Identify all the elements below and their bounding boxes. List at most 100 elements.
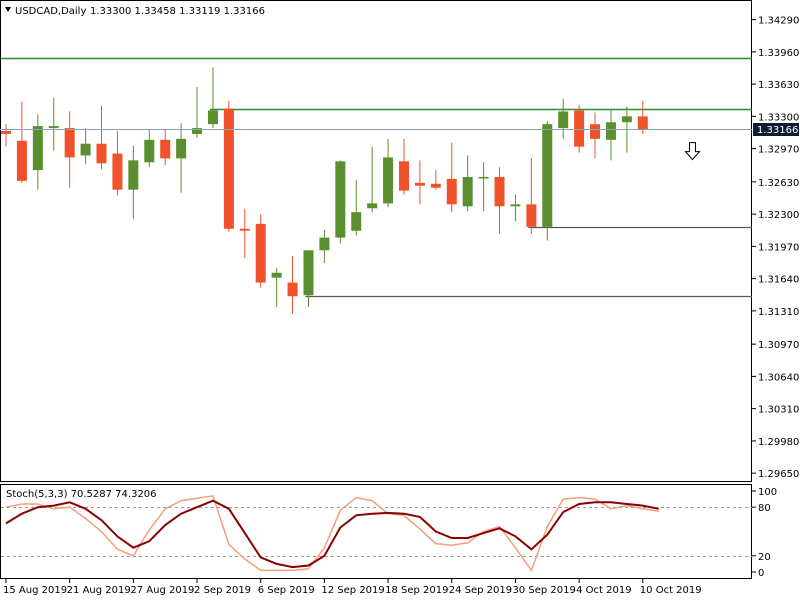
stochastic-indicator: 100 80 20 0	[1, 487, 777, 579]
stoch-tick-label: 0	[758, 568, 764, 579]
candle-body	[160, 139, 171, 159]
x-tick-label: 10 Oct 2019	[640, 585, 702, 596]
y-tick-label: 1.31310	[758, 307, 799, 318]
candle	[303, 250, 314, 307]
stoch-indicator-label: Stoch(5,3,3) 70.5287 74.3206	[6, 489, 157, 500]
x-tick-label: 21 Aug 2019	[67, 585, 131, 596]
candle	[558, 98, 569, 139]
candle-body	[542, 124, 553, 227]
x-tick-label: 30 Sep 2019	[512, 585, 575, 596]
candle	[414, 160, 425, 205]
y-tick-label: 1.32300	[758, 210, 799, 221]
candle	[239, 209, 250, 259]
y-tick-label: 1.33630	[758, 80, 799, 91]
candle	[32, 114, 43, 190]
current-price-tag-text: 1.33166	[757, 125, 798, 136]
candle-body	[399, 161, 409, 191]
candle	[271, 267, 282, 307]
candlestick-series	[1, 67, 648, 314]
candle-body	[478, 176, 489, 179]
chart-menu-triangle-icon[interactable]	[5, 7, 11, 12]
candle-body	[287, 282, 298, 297]
candle-body	[192, 128, 203, 134]
price-pane-frame	[0, 0, 752, 482]
candle	[542, 121, 553, 241]
candle-body	[494, 176, 505, 207]
candle-body	[176, 138, 187, 159]
stoch-signal-line	[5, 499, 659, 569]
y-tick-label: 1.30310	[758, 405, 799, 416]
x-tick-label: 18 Sep 2019	[385, 585, 448, 596]
candle	[207, 67, 218, 129]
x-tick-label: 4 Oct 2019	[576, 585, 631, 596]
candle-body	[319, 237, 330, 251]
candle	[590, 112, 601, 159]
x-tick-label: 24 Sep 2019	[449, 585, 512, 596]
candle	[112, 131, 123, 196]
candle-body	[510, 204, 521, 207]
stoch-main-line	[5, 495, 659, 573]
candle	[1, 124, 11, 147]
ohlc-values-label: 1.33300 1.33458 1.33119 1.33166	[90, 6, 265, 17]
candle-body	[383, 157, 394, 204]
candle-body	[64, 128, 75, 158]
candle-body	[223, 108, 234, 229]
candle	[64, 111, 75, 188]
candle-body	[574, 110, 585, 147]
candle-body	[446, 178, 457, 205]
y-tick-label: 1.33960	[758, 48, 799, 59]
candle	[605, 109, 616, 161]
candle	[574, 104, 585, 153]
candle	[494, 167, 505, 234]
chart-header: USDCAD,Daily 1.33300 1.33458 1.33119 1.3…	[5, 6, 265, 17]
time-x-axis: 15 Aug 2019 21 Aug 2019 27 Aug 2019 2 Sep 2…	[3, 578, 702, 596]
current-price-tag	[753, 123, 799, 136]
candle	[462, 155, 473, 212]
candle-body	[207, 110, 218, 125]
candle	[255, 214, 266, 288]
candle	[335, 160, 346, 244]
candle	[48, 97, 59, 151]
candle-body	[558, 111, 569, 129]
x-tick-label: 15 Aug 2019	[3, 585, 67, 596]
candle	[367, 146, 378, 213]
horizontal-levels	[1, 57, 752, 298]
candle-body	[462, 176, 473, 207]
candle	[223, 100, 234, 232]
candle	[446, 142, 457, 213]
candle-body	[414, 182, 425, 186]
y-tick-label: 1.30970	[758, 340, 799, 351]
candle-body	[144, 139, 155, 163]
candle	[383, 138, 394, 208]
down-arrow-icon[interactable]	[684, 142, 701, 161]
y-tick-label: 1.31640	[758, 275, 799, 286]
candle-body	[590, 124, 601, 139]
candle-body	[621, 116, 632, 123]
candle-body	[112, 153, 123, 190]
candle-body	[255, 223, 266, 283]
candle-body	[430, 183, 441, 188]
candle	[637, 100, 648, 134]
symbol-timeframe-label: USDCAD,Daily	[15, 6, 86, 17]
candle-body	[526, 204, 537, 227]
candle-body	[239, 228, 250, 231]
candle	[287, 256, 298, 314]
x-tick-label: 12 Sep 2019	[321, 585, 384, 596]
y-tick-label: 1.29980	[758, 437, 799, 448]
candle-body	[1, 131, 11, 134]
stoch-tick-label: 20	[758, 552, 771, 563]
candle	[319, 229, 330, 263]
stoch-tick-label: 100	[758, 487, 777, 498]
candle-body	[128, 160, 139, 190]
candle	[16, 101, 27, 183]
candle-body	[48, 126, 59, 129]
current-price-marker: 1.33166	[0, 123, 799, 136]
y-tick-label: 1.34290	[758, 16, 799, 27]
candle-body	[16, 140, 27, 181]
candle	[478, 162, 489, 212]
stoch-tick-label: 80	[758, 503, 771, 514]
candle-body	[303, 250, 314, 296]
price-y-axis: 1.34290 1.33960 1.33630 1.33300 1.32970 1.326…	[752, 16, 799, 480]
candle-body	[32, 126, 43, 171]
